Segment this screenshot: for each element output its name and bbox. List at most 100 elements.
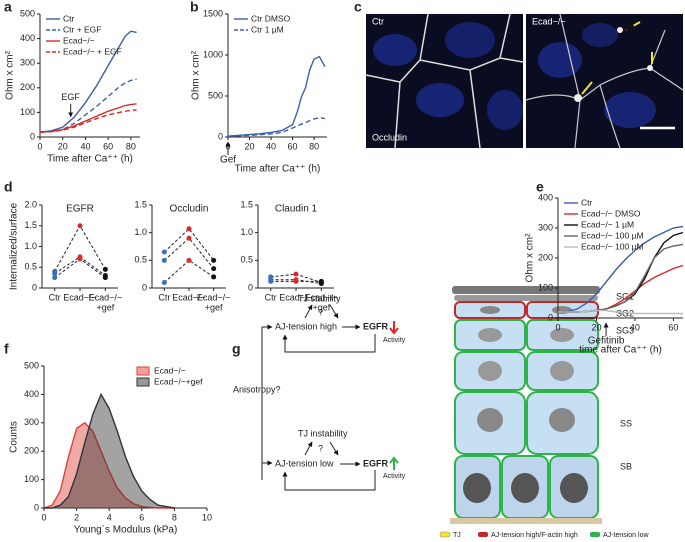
replicate-line xyxy=(163,237,215,269)
panel-label: d xyxy=(4,179,13,195)
point xyxy=(211,266,217,272)
x-axis-label: Time after Ca⁺⁺ (h) xyxy=(235,164,321,175)
x-tick-label: 20 xyxy=(591,322,601,332)
x-tick-label: 40 xyxy=(80,141,90,151)
x-tick-label: 60 xyxy=(103,141,113,151)
point xyxy=(161,257,167,263)
annotation: Gef xyxy=(220,155,236,166)
y-tick-label: 200 xyxy=(24,446,39,456)
panel-label: g xyxy=(232,341,241,357)
legend-text: Ecad−/− 100 µM xyxy=(581,241,644,251)
point xyxy=(102,275,108,281)
x-tick-sublabel: +gef xyxy=(96,302,114,312)
area-outline xyxy=(43,421,175,509)
area-fill xyxy=(44,422,175,508)
legend-text: Ctr DMSO xyxy=(251,13,291,23)
x-tick-sublabel: +gef xyxy=(205,302,223,312)
series-line xyxy=(558,309,683,315)
y-tick-label: 2.0 xyxy=(24,199,37,209)
panel-labels: a b c d e f g xyxy=(4,0,544,357)
y-tick-label: 500 xyxy=(208,90,223,100)
x-tick-label: Ctr xyxy=(265,292,277,302)
x-tick-label: 6 xyxy=(139,512,144,522)
y-tick-label: 1.0 xyxy=(134,227,147,237)
y-tick-label: 0.5 xyxy=(134,255,147,265)
replicate-line xyxy=(163,228,215,261)
legend-text: AJ-tension high/F-actin high xyxy=(491,532,578,539)
legend-text: Ecad−/− xyxy=(63,35,95,45)
point xyxy=(77,256,83,262)
layer-label: SG3 xyxy=(616,325,634,335)
point xyxy=(318,281,324,287)
diagram-text: ? xyxy=(318,307,323,317)
y-tick-label: 0.5 xyxy=(240,255,253,265)
chart-title: EGFR xyxy=(66,204,94,215)
x-tick-label: Ctr xyxy=(49,292,61,302)
legend-swatch xyxy=(136,377,150,387)
x-tick-label: 80 xyxy=(126,141,136,151)
y-tick-label: 0 xyxy=(548,312,553,322)
chart-title: Claudin 1 xyxy=(275,204,318,215)
diagram-text: AJ-tension high xyxy=(275,321,337,331)
y-tick-label: 1000 xyxy=(203,49,223,59)
x-tick-label: 0 xyxy=(555,322,560,332)
x-tick-label: Ecad−/− xyxy=(305,292,339,302)
y-tick-label: 200 xyxy=(20,82,35,92)
y-tick-label: 0 xyxy=(32,282,37,292)
legend-text: Ctr 1 µM xyxy=(251,24,284,34)
y-tick-label: 0 xyxy=(34,502,39,512)
diagram-text: Activity xyxy=(383,337,406,344)
point xyxy=(77,223,83,229)
diagram: TJ stability ? AJ-tension high EGFR Acti… xyxy=(233,286,649,539)
x-tick-label: 0 xyxy=(37,141,42,151)
area-outline xyxy=(44,392,175,509)
point xyxy=(52,275,58,281)
legend-text: Ecad−/− 1 µM xyxy=(581,219,634,229)
legend-text: Ecad−/− xyxy=(154,365,186,375)
series-line xyxy=(39,109,137,133)
legend-text: Ecad−/− + EGF xyxy=(63,46,122,56)
layer-label: SG1 xyxy=(616,291,634,301)
layer-label: SS xyxy=(620,418,632,428)
point xyxy=(293,277,299,283)
area-fill xyxy=(44,394,175,508)
image-label: Ctr xyxy=(372,16,384,26)
x-tick-label: 2 xyxy=(74,512,79,522)
panel-label: c xyxy=(354,0,362,15)
x-tick-label: Ctr xyxy=(158,292,170,302)
point xyxy=(52,270,58,276)
micrograph-right: Ecad−/− xyxy=(525,13,684,149)
annotation: EGF xyxy=(61,92,80,102)
panel-label: e xyxy=(536,179,544,195)
point xyxy=(268,277,274,283)
y-axis-label: Ohm x cm² xyxy=(5,50,16,100)
y-axis-label: Internalized/surface xyxy=(9,202,20,290)
series-line xyxy=(227,55,326,137)
y-tick-label: 100 xyxy=(24,474,39,484)
replicate-line xyxy=(163,259,214,283)
point xyxy=(161,249,167,255)
point xyxy=(102,266,108,272)
y-tick-label: 300 xyxy=(538,222,553,232)
legend-text: Ctr xyxy=(63,13,75,23)
y-tick-label: 1.5 xyxy=(24,220,37,230)
legend-swatch xyxy=(136,366,150,376)
chart-title: Occludin xyxy=(170,204,209,215)
y-tick-label: 0.5 xyxy=(24,262,37,272)
diagram-text: Anisotropy? xyxy=(233,384,281,394)
x-tick-label: Ecad−/− xyxy=(172,292,206,302)
x-tick-label: 40 xyxy=(266,141,276,151)
replicate-line xyxy=(54,258,106,279)
legend-text: Ecad−/− 100 µM xyxy=(581,230,644,240)
diagram-text: Activity xyxy=(383,473,406,480)
diagram-text: EGFR xyxy=(363,321,389,331)
y-axis-label: Counts xyxy=(9,421,20,453)
series-line xyxy=(557,225,684,313)
annotation: Gefitinib xyxy=(588,336,625,347)
diagram-text: TJ instability xyxy=(298,428,348,438)
y-tick-label: 300 xyxy=(24,417,39,427)
y-tick-label: 0 xyxy=(30,131,35,141)
x-tick-label: Ecad−/− xyxy=(279,292,313,302)
y-tick-label: 0 xyxy=(248,282,253,292)
x-axis-label: Time after Ca⁺⁺ (h) xyxy=(47,154,133,165)
